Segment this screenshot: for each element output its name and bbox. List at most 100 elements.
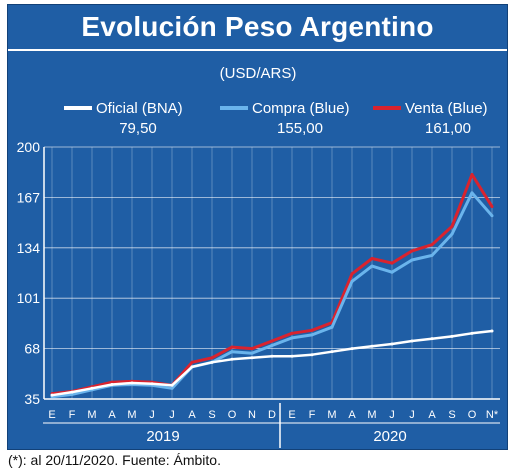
data-point-venta (270, 339, 274, 343)
data-point-oficial (250, 356, 254, 360)
data-point-venta (350, 272, 354, 276)
data-point-compra (170, 386, 174, 390)
x-month-label: D (268, 409, 276, 421)
data-point-venta (490, 205, 494, 209)
data-point-venta (210, 356, 214, 360)
data-point-venta (390, 261, 394, 265)
y-tick-label: 68 (24, 341, 40, 357)
x-month-label: J (409, 409, 415, 421)
year-label-2020: 2020 (373, 428, 406, 445)
x-month-label: A (188, 409, 196, 421)
y-tick-label: 134 (17, 240, 41, 256)
title-band: Evolución Peso Argentino (8, 5, 507, 51)
chart-title: Evolución Peso Argentino (81, 11, 434, 42)
data-point-compra (370, 264, 374, 268)
x-month-label: F (309, 409, 316, 421)
x-month-label: S (448, 409, 455, 421)
data-point-compra (390, 270, 394, 274)
year-label-2019: 2019 (146, 428, 179, 445)
data-point-oficial (230, 357, 234, 361)
data-point-oficial (190, 365, 194, 369)
data-point-compra (290, 336, 294, 340)
data-point-venta (230, 345, 234, 349)
data-point-compra (410, 258, 414, 262)
legend-value-compra: 155,00 (277, 120, 323, 137)
data-point-oficial (450, 334, 454, 338)
data-point-venta (410, 249, 414, 253)
data-point-oficial (70, 390, 74, 394)
x-month-label: M (87, 409, 96, 421)
data-point-oficial (350, 347, 354, 351)
data-point-oficial (170, 383, 174, 387)
x-month-label: J (389, 409, 395, 421)
data-point-oficial (50, 393, 54, 397)
footnote: (*): al 20/11/2020. Fuente: Ámbito. (8, 452, 221, 468)
data-point-compra (470, 191, 474, 195)
x-month-label: N (248, 409, 256, 421)
data-point-oficial (130, 381, 134, 385)
legend-label-oficial: Oficial (BNA) (96, 100, 183, 117)
data-point-venta (110, 380, 114, 384)
x-month-label: A (108, 409, 116, 421)
data-point-venta (290, 331, 294, 335)
data-point-compra (490, 214, 494, 218)
legend: Oficial (BNA) 79,50 Compra (Blue) 155,00… (64, 100, 488, 137)
x-month-label: M (367, 409, 376, 421)
data-point-compra (250, 351, 254, 355)
data-point-oficial (430, 337, 434, 341)
data-point-venta (470, 172, 474, 176)
data-point-oficial (310, 353, 314, 357)
x-month-label: E (48, 409, 55, 421)
data-point-oficial (270, 354, 274, 358)
y-axis-ticks: 35 68 101 134 167 200 (17, 139, 41, 407)
x-month-label: M (327, 409, 336, 421)
data-point-compra (450, 232, 454, 236)
legend-label-venta: Venta (Blue) (405, 100, 488, 117)
x-month-label: A (348, 409, 356, 421)
data-point-venta (190, 360, 194, 364)
data-point-oficial (390, 342, 394, 346)
data-point-compra (430, 253, 434, 257)
grid (43, 146, 500, 400)
y-tick-label: 35 (24, 391, 40, 407)
x-month-label: A (428, 409, 436, 421)
data-point-venta (430, 243, 434, 247)
x-month-label: O (228, 409, 237, 421)
x-month-label: M (127, 409, 136, 421)
chart-frame: Evolución Peso Argentino (USD/ARS) Ofici… (7, 4, 508, 450)
data-point-oficial (290, 354, 294, 358)
year-axis: 2019 2020 (43, 403, 500, 448)
series-lines (50, 172, 494, 399)
data-point-oficial (330, 350, 334, 354)
chart-subtitle: (USD/ARS) (220, 65, 297, 82)
x-month-label: J (149, 409, 155, 421)
legend-value-oficial: 79,50 (119, 120, 157, 137)
data-point-oficial (110, 382, 114, 386)
y-tick-label: 167 (17, 189, 41, 205)
data-point-compra (270, 344, 274, 348)
x-month-label: F (69, 409, 76, 421)
data-point-compra (310, 333, 314, 337)
data-point-oficial (470, 331, 474, 335)
data-point-oficial (90, 386, 94, 390)
legend-label-compra: Compra (Blue) (252, 100, 350, 117)
data-point-oficial (410, 339, 414, 343)
x-axis-month-labels: E F M A M J J A S O N D E F M A M J J A S O N* (48, 409, 498, 421)
x-month-label: E (288, 409, 295, 421)
data-point-venta (450, 224, 454, 228)
data-point-oficial (210, 360, 214, 364)
y-tick-label: 200 (17, 139, 41, 155)
x-month-label: N* (486, 409, 499, 421)
data-point-compra (230, 350, 234, 354)
data-point-venta (310, 328, 314, 332)
data-point-venta (250, 347, 254, 351)
data-point-oficial (370, 344, 374, 348)
y-tick-label: 101 (17, 290, 41, 306)
x-month-label: J (169, 409, 175, 421)
data-point-compra (350, 279, 354, 283)
x-month-label: O (468, 409, 477, 421)
data-point-oficial (150, 382, 154, 386)
line-chart: (USD/ARS) Oficial (BNA) 79,50 Compra (Bl… (17, 65, 500, 448)
x-month-label: S (208, 409, 215, 421)
data-point-compra (330, 325, 334, 329)
